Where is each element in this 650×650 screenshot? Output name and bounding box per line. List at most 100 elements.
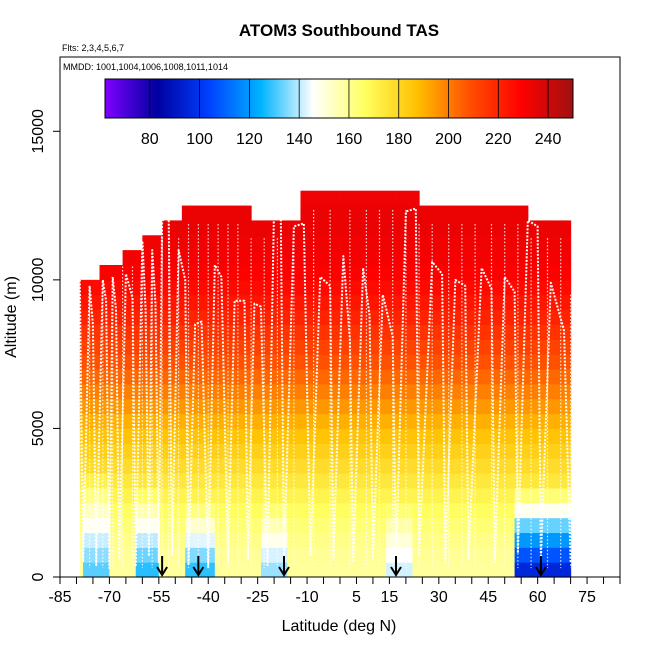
- heatmap-cell: [471, 562, 476, 578]
- heatmap-cell: [376, 413, 381, 430]
- heatmap-cell: [382, 443, 387, 459]
- heatmap-cell: [122, 279, 127, 296]
- heatmap-cell: [135, 547, 140, 563]
- heatmap-cell: [155, 502, 160, 519]
- heatmap-cell: [320, 220, 325, 236]
- heatmap-cell: [300, 473, 305, 489]
- heatmap-cell: [356, 354, 361, 370]
- heatmap-cell: [274, 369, 279, 385]
- heatmap-cell: [244, 339, 249, 355]
- heatmap-cell: [92, 428, 97, 444]
- heatmap-cell: [231, 458, 236, 474]
- heatmap-cell: [386, 279, 391, 296]
- heatmap-cell: [461, 324, 466, 340]
- heatmap-cell: [363, 369, 367, 385]
- heatmap-cell: [540, 413, 545, 430]
- heatmap-cell: [260, 458, 265, 474]
- heatmap-cell: [438, 532, 443, 548]
- heatmap-cell: [211, 250, 216, 266]
- heatmap-cell: [96, 383, 101, 400]
- heatmap-cell: [125, 309, 130, 326]
- heatmap-cell: [547, 294, 552, 311]
- heatmap-cell: [560, 339, 565, 355]
- heatmap-cell: [300, 502, 305, 519]
- heatmap-cell: [333, 398, 338, 415]
- heatmap-cell: [132, 324, 137, 340]
- colorbar-tick-label: 140: [286, 131, 313, 148]
- heatmap-cell: [396, 220, 400, 236]
- heatmap-cell: [346, 220, 351, 236]
- heatmap-cell: [310, 235, 315, 251]
- heatmap-cell: [534, 383, 539, 400]
- heatmap-cell: [458, 235, 463, 251]
- heatmap-cell: [284, 428, 288, 444]
- heatmap-cell: [517, 339, 522, 355]
- heatmap-cell: [198, 487, 203, 504]
- heatmap-cell: [175, 250, 180, 266]
- heatmap-cell: [112, 443, 117, 459]
- heatmap-cell: [366, 339, 371, 355]
- heatmap-cell: [218, 502, 223, 519]
- heatmap-cell: [560, 309, 565, 326]
- heatmap-cell: [392, 487, 397, 504]
- heatmap-cell: [409, 294, 414, 311]
- heatmap-cell: [284, 413, 288, 430]
- heatmap-cell: [340, 562, 344, 578]
- heatmap-cell: [340, 324, 344, 340]
- heatmap-cell: [442, 235, 447, 251]
- heatmap-cell: [428, 562, 433, 578]
- heatmap-cell: [333, 265, 338, 281]
- heatmap-cell: [531, 369, 535, 385]
- heatmap-cell: [116, 458, 120, 474]
- heatmap-cell: [267, 369, 272, 385]
- heatmap-cell: [494, 324, 499, 340]
- heatmap-cell: [313, 309, 318, 326]
- heatmap-cell: [389, 473, 394, 489]
- heatmap-cell: [214, 398, 219, 415]
- heatmap-cell: [524, 413, 529, 430]
- heatmap-cell: [264, 354, 269, 370]
- heatmap-cell: [564, 265, 568, 281]
- heatmap-cell: [409, 324, 414, 340]
- heatmap-cell: [303, 517, 308, 534]
- heatmap-cell: [290, 443, 295, 459]
- heatmap-cell: [481, 250, 486, 266]
- heatmap-cell: [307, 190, 311, 207]
- heatmap-cell: [231, 413, 236, 430]
- heatmap-cell: [455, 324, 460, 340]
- heatmap-cell: [188, 428, 193, 444]
- heatmap-cell: [534, 324, 539, 340]
- heatmap-cell: [257, 398, 262, 415]
- heatmap-cell: [270, 487, 275, 504]
- heatmap-cell: [478, 265, 483, 281]
- heatmap-cell: [392, 547, 397, 563]
- heatmap-cell: [468, 294, 473, 311]
- heatmap-cell: [241, 324, 246, 340]
- heatmap-cell: [514, 205, 519, 222]
- heatmap-cell: [511, 532, 516, 548]
- heatmap-cell: [554, 250, 559, 266]
- heatmap-cell: [251, 517, 255, 534]
- heatmap-cell: [432, 413, 437, 430]
- heatmap-cell: [237, 562, 242, 578]
- heatmap-cell: [142, 324, 147, 340]
- heatmap-cell: [175, 369, 180, 385]
- heatmap-cell: [379, 413, 384, 430]
- heatmap-cell: [501, 383, 506, 400]
- heatmap-cell: [461, 458, 466, 474]
- heatmap-cell: [287, 383, 292, 400]
- heatmap-cell: [336, 205, 341, 222]
- heatmap-cell: [307, 235, 311, 251]
- heatmap-cell: [316, 279, 321, 296]
- heatmap-cell: [260, 265, 265, 281]
- heatmap-cell: [99, 487, 104, 504]
- heatmap-cell: [346, 443, 351, 459]
- heatmap-cell: [307, 324, 311, 340]
- heatmap-cell: [409, 547, 414, 563]
- heatmap-cell: [412, 250, 417, 266]
- heatmap-cell: [554, 562, 559, 578]
- heatmap-cell: [475, 547, 479, 563]
- heatmap-cell: [89, 369, 94, 385]
- heatmap-cell: [376, 235, 381, 251]
- heatmap-cell: [448, 517, 453, 534]
